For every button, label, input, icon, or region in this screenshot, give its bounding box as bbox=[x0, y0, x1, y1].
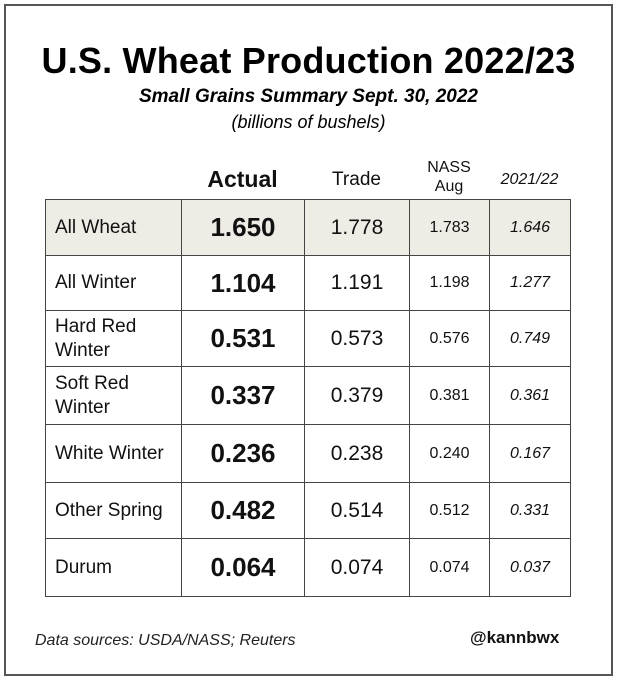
cell-prior-year: 0.749 bbox=[489, 310, 571, 367]
cell-nass-aug: 0.381 bbox=[409, 366, 490, 425]
production-table: All Wheat 1.650 1.778 1.783 1.646 All Winter 1… bbox=[45, 199, 571, 597]
column-header-nass-aug: NASS Aug bbox=[409, 158, 489, 196]
chart-subtitle: Small Grains Summary Sept. 30, 2022 bbox=[138, 86, 478, 107]
column-header-trade: Trade bbox=[332, 169, 381, 190]
cell-trade: 0.074 bbox=[304, 538, 410, 597]
row-label-line1: Other Spring bbox=[55, 499, 163, 521]
column-header-nass-line1: NASS bbox=[427, 159, 471, 176]
row-label-line1: White Winter bbox=[55, 442, 164, 464]
row-label-line1: Soft Red bbox=[55, 372, 129, 394]
row-label-line1: Durum bbox=[55, 556, 113, 578]
cell-prior-year: 0.361 bbox=[489, 366, 571, 425]
row-label-line1: All Wheat bbox=[55, 216, 137, 238]
cell-prior-year: 0.037 bbox=[489, 538, 571, 597]
cell-prior-year: 1.277 bbox=[489, 255, 571, 311]
row-label: All Winter bbox=[45, 255, 182, 311]
column-header-actual: Actual bbox=[207, 166, 278, 192]
author-handle: @kannbwx bbox=[470, 628, 560, 647]
cell-trade: 1.191 bbox=[304, 255, 410, 311]
row-label-line1: Hard Red bbox=[55, 315, 137, 337]
table-row: Soft Red Winter 0.337 0.379 0.381 0.361 bbox=[45, 366, 571, 425]
row-label: Other Spring bbox=[45, 482, 182, 539]
row-label: Durum bbox=[45, 538, 182, 597]
cell-trade: 1.778 bbox=[304, 199, 410, 256]
units-label: (billions of bushels) bbox=[231, 112, 386, 132]
cell-actual: 0.064 bbox=[181, 538, 305, 597]
row-label: Hard Red Winter bbox=[45, 310, 182, 367]
cell-nass-aug: 0.074 bbox=[409, 538, 490, 597]
row-label: White Winter bbox=[45, 424, 182, 483]
cell-trade: 0.238 bbox=[304, 424, 410, 483]
row-label: Soft Red Winter bbox=[45, 366, 182, 425]
cell-nass-aug: 1.783 bbox=[409, 199, 490, 256]
chart-title: U.S. Wheat Production 2022/23 bbox=[41, 40, 576, 81]
cell-actual: 0.337 bbox=[181, 366, 305, 425]
table-row: All Wheat 1.650 1.778 1.783 1.646 bbox=[45, 199, 571, 256]
table-row: Other Spring 0.482 0.514 0.512 0.331 bbox=[45, 482, 571, 539]
data-sources: Data sources: USDA/NASS; Reuters bbox=[35, 632, 296, 649]
cell-trade: 0.379 bbox=[304, 366, 410, 425]
cell-nass-aug: 0.576 bbox=[409, 310, 490, 367]
cell-actual: 0.236 bbox=[181, 424, 305, 483]
cell-actual: 0.482 bbox=[181, 482, 305, 539]
column-header-nass-line2: Aug bbox=[434, 178, 464, 195]
cell-actual: 1.650 bbox=[181, 199, 305, 256]
column-header-prior-year: 2021/22 bbox=[500, 171, 559, 188]
row-label-line1: All Winter bbox=[55, 272, 137, 293]
cell-actual: 0.531 bbox=[181, 310, 305, 367]
cell-nass-aug: 0.240 bbox=[409, 424, 490, 483]
row-label: All Wheat bbox=[45, 199, 182, 256]
table-row: All Winter 1.104 1.191 1.198 1.277 bbox=[45, 255, 571, 311]
row-label-line2: Winter bbox=[55, 396, 110, 418]
cell-trade: 0.573 bbox=[304, 310, 410, 367]
table-row: White Winter 0.236 0.238 0.240 0.167 bbox=[45, 424, 571, 483]
cell-nass-aug: 0.512 bbox=[409, 482, 490, 539]
cell-prior-year: 0.331 bbox=[489, 482, 571, 539]
cell-prior-year: 0.167 bbox=[489, 424, 571, 483]
cell-prior-year: 1.646 bbox=[489, 199, 571, 256]
table-body: All Wheat 1.650 1.778 1.783 1.646 All Winter 1… bbox=[45, 199, 571, 597]
cell-nass-aug: 1.198 bbox=[409, 255, 490, 311]
table-row: Durum 0.064 0.074 0.074 0.037 bbox=[45, 538, 571, 597]
cell-trade: 0.514 bbox=[304, 482, 410, 539]
cell-actual: 1.104 bbox=[181, 255, 305, 311]
row-label-line2: Winter bbox=[55, 339, 110, 361]
table-row: Hard Red Winter 0.531 0.573 0.576 0.749 bbox=[45, 310, 571, 367]
